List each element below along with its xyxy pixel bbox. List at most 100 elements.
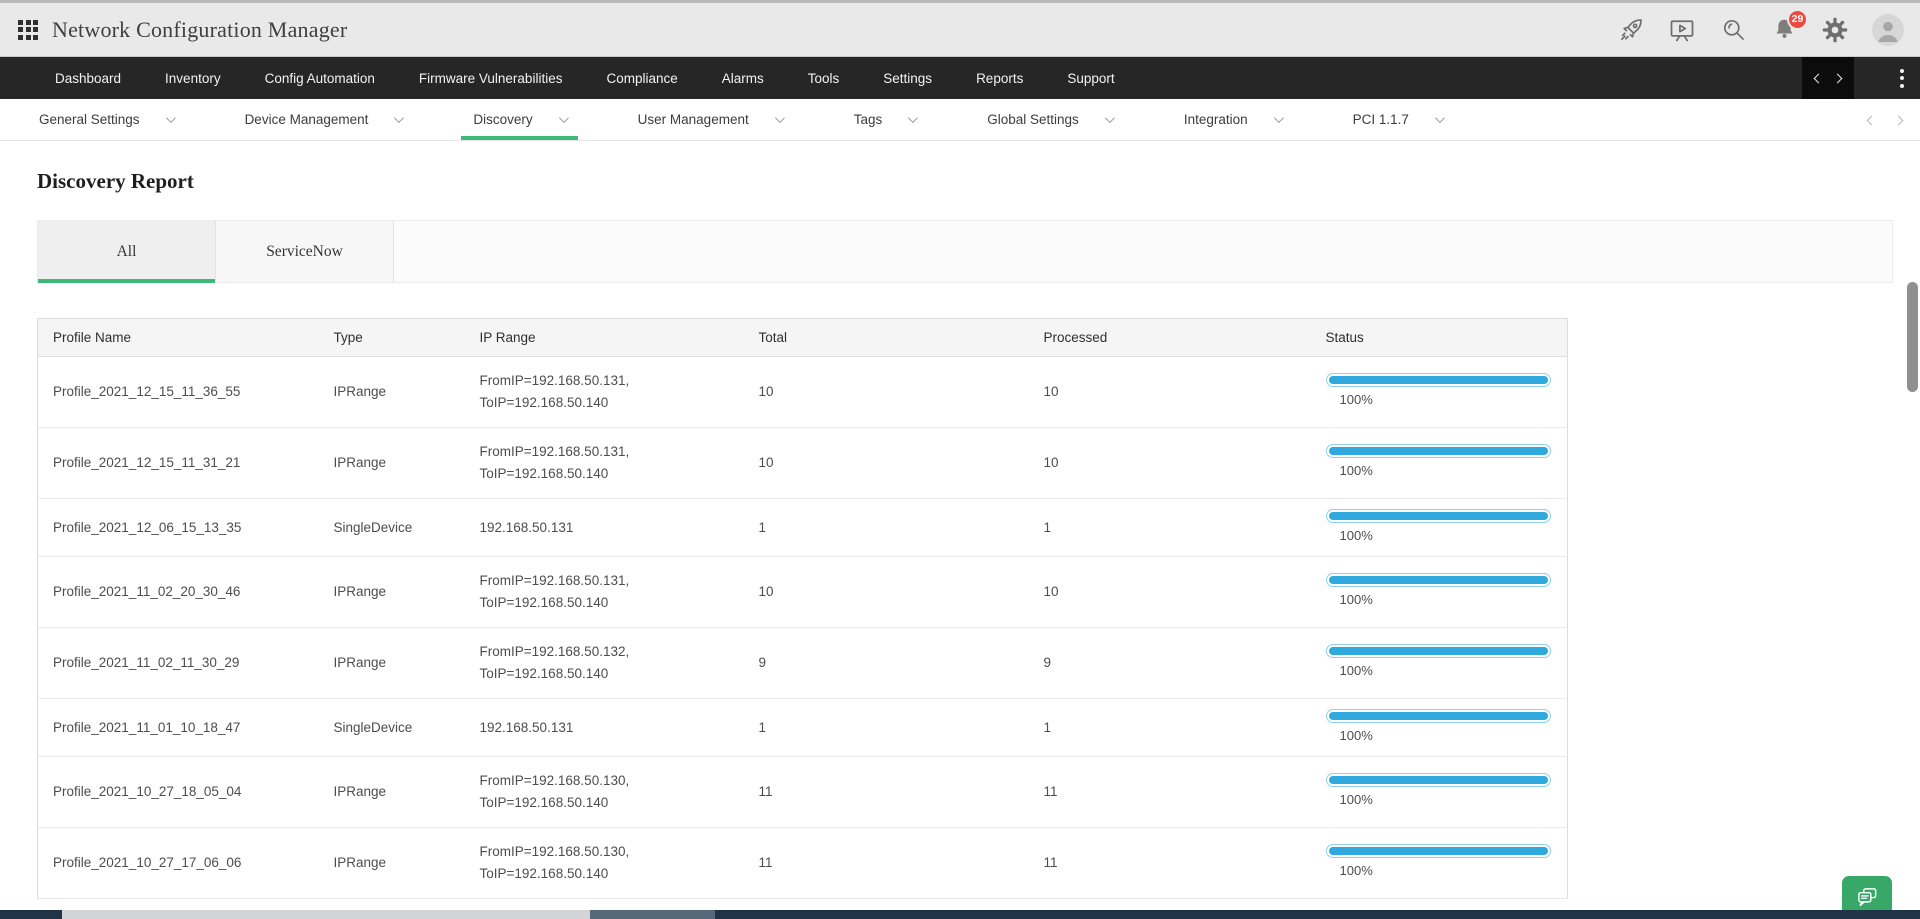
subnav-item-integration[interactable]: Integration — [1178, 99, 1287, 140]
notification-badge: 29 — [1787, 8, 1808, 30]
subnav-item-pci-117[interactable]: PCI 1.1.7 — [1347, 99, 1448, 140]
nav-item-compliance[interactable]: Compliance — [606, 70, 678, 86]
cell-total: 11 — [758, 855, 773, 870]
cell-status: 100% — [1311, 557, 1568, 628]
demo-screen-icon[interactable] — [1668, 16, 1696, 44]
cell-profile: Profile_2021_12_06_15_13_35 — [53, 519, 242, 535]
cell-status: 100% — [1311, 757, 1568, 828]
progress-bar — [1325, 644, 1551, 658]
progress-bar — [1325, 444, 1551, 458]
tab-servicenow[interactable]: ServiceNow — [216, 221, 394, 282]
more-options-kebab-icon[interactable] — [1900, 57, 1904, 99]
table-row[interactable]: Profile_2021_12_06_15_13_35 SingleDevice… — [37, 498, 1568, 557]
cell-ip-range: FromIP=192.168.50.131, ToIP=192.168.50.14… — [479, 573, 630, 610]
cell-ip-range: FromIP=192.168.50.130, ToIP=192.168.50.14… — [479, 773, 630, 810]
table-header-row: Profile Name Type IP Range Total Process… — [37, 318, 1568, 357]
cell-ip-range: FromIP=192.168.50.131, ToIP=192.168.50.14… — [479, 444, 630, 481]
rocket-icon[interactable] — [1617, 16, 1645, 44]
subnav-label: General Settings — [39, 112, 140, 127]
subnav-label: Global Settings — [987, 112, 1079, 127]
table-row[interactable]: Profile_2021_10_27_17_06_06 IPRange From… — [37, 827, 1568, 899]
nav-item-support[interactable]: Support — [1067, 70, 1115, 86]
table-row[interactable]: Profile_2021_11_01_10_18_47 SingleDevice… — [37, 698, 1568, 757]
chevron-left-icon[interactable] — [1813, 73, 1824, 83]
cell-type: SingleDevice — [333, 719, 413, 735]
cell-ip-range: 192.168.50.131 — [479, 519, 574, 535]
chevron-down-icon — [1104, 113, 1115, 124]
table-row[interactable]: Profile_2021_12_15_11_31_21 IPRange From… — [37, 427, 1568, 499]
subnav-pager — [1866, 99, 1904, 141]
nav-item-reports[interactable]: Reports — [976, 70, 1024, 86]
chevron-left-icon[interactable] — [1866, 115, 1877, 125]
search-icon[interactable] — [1719, 16, 1747, 44]
table-row[interactable]: Profile_2021_11_02_20_30_46 IPRange From… — [37, 556, 1568, 628]
nav-item-inventory[interactable]: Inventory — [165, 70, 221, 86]
nav-item-firmware-vulnerabilities[interactable]: Firmware Vulnerabilities — [418, 70, 563, 86]
nav-item-settings[interactable]: Settings — [883, 70, 933, 86]
cell-profile: Profile_2021_10_27_18_05_04 — [53, 784, 242, 799]
chevron-right-icon[interactable] — [1893, 115, 1904, 125]
col-processed: Processed — [1028, 318, 1311, 357]
nav-item-config-automation[interactable]: Config Automation — [264, 70, 375, 86]
chevron-down-icon — [908, 113, 919, 124]
cell-type: IPRange — [333, 584, 387, 599]
vertical-scrollbar-thumb[interactable] — [1907, 282, 1918, 392]
cell-profile: Profile_2021_10_27_17_06_06 — [53, 855, 242, 870]
chat-support-button[interactable] — [1842, 876, 1892, 910]
subnav-item-tags[interactable]: Tags — [848, 99, 922, 140]
cell-total: 10 — [758, 584, 774, 599]
cell-ip-range: FromIP=192.168.50.131, ToIP=192.168.50.14… — [479, 373, 630, 410]
progress-label: 100% — [1339, 727, 1373, 743]
col-type: Type — [318, 318, 465, 357]
table-row[interactable]: Profile_2021_12_15_11_36_55 IPRange From… — [37, 356, 1568, 428]
settings-gear-icon[interactable] — [1821, 16, 1849, 44]
progress-label: 100% — [1339, 527, 1373, 543]
table-row[interactable]: Profile_2021_10_27_18_05_04 IPRange From… — [37, 756, 1568, 828]
horizontal-scrollbar-thumb[interactable] — [590, 910, 715, 919]
progress-bar — [1325, 573, 1551, 587]
subnav-item-general-settings[interactable]: General Settings — [33, 99, 179, 140]
cell-status: 100% — [1311, 499, 1568, 557]
page-title: Discovery Report — [37, 169, 194, 193]
horizontal-scrollbar-track-segment[interactable] — [62, 910, 590, 919]
cell-processed: 10 — [1043, 455, 1059, 470]
apps-grid-icon[interactable] — [18, 19, 38, 40]
app-header: Network Configuration Manager — [0, 3, 1920, 57]
progress-bar — [1325, 373, 1551, 387]
cell-type: IPRange — [333, 384, 387, 399]
user-avatar[interactable] — [1872, 13, 1904, 46]
subnav-item-discovery[interactable]: Discovery — [461, 99, 578, 140]
cell-status: 100% — [1311, 828, 1568, 899]
subnav-label: Tags — [853, 112, 883, 127]
cell-processed: 1 — [1043, 519, 1052, 535]
subnav-item-device-management[interactable]: Device Management — [239, 99, 408, 140]
chevron-down-icon — [165, 113, 176, 124]
cell-total: 1 — [758, 719, 767, 735]
cell-ip-range: 192.168.50.131 — [479, 719, 574, 735]
cell-type: IPRange — [333, 784, 387, 799]
notification-bell-icon[interactable]: 29 — [1770, 8, 1808, 44]
subnav-label: PCI 1.1.7 — [1352, 112, 1409, 127]
cell-status: 100% — [1311, 699, 1568, 757]
nav-item-tools[interactable]: Tools — [807, 70, 840, 86]
progress-bar — [1325, 773, 1551, 787]
subnav-item-user-management[interactable]: User Management — [632, 99, 788, 140]
nav-item-dashboard[interactable]: Dashboard — [55, 70, 122, 86]
chevron-down-icon — [394, 113, 405, 124]
col-ip-range: IP Range — [464, 318, 744, 357]
cell-type: IPRange — [333, 655, 387, 670]
progress-label: 100% — [1339, 792, 1373, 807]
subnav-item-global-settings[interactable]: Global Settings — [981, 99, 1118, 140]
report-tabs: All ServiceNow — [37, 220, 1893, 283]
tab-all[interactable]: All — [38, 221, 216, 283]
horizontal-scrollbar[interactable] — [0, 910, 1920, 919]
chevron-right-icon[interactable] — [1832, 73, 1843, 83]
nav-item-alarms[interactable]: Alarms — [721, 70, 764, 86]
nav-pager[interactable] — [1802, 57, 1854, 99]
chevron-down-icon — [558, 113, 569, 124]
progress-label: 100% — [1339, 663, 1373, 678]
table-row[interactable]: Profile_2021_11_02_11_30_29 IPRange From… — [37, 627, 1568, 699]
main-navigation: Dashboard Inventory Config Automation Fi… — [0, 57, 1920, 99]
progress-bar — [1325, 508, 1551, 523]
progress-label: 100% — [1339, 592, 1373, 607]
